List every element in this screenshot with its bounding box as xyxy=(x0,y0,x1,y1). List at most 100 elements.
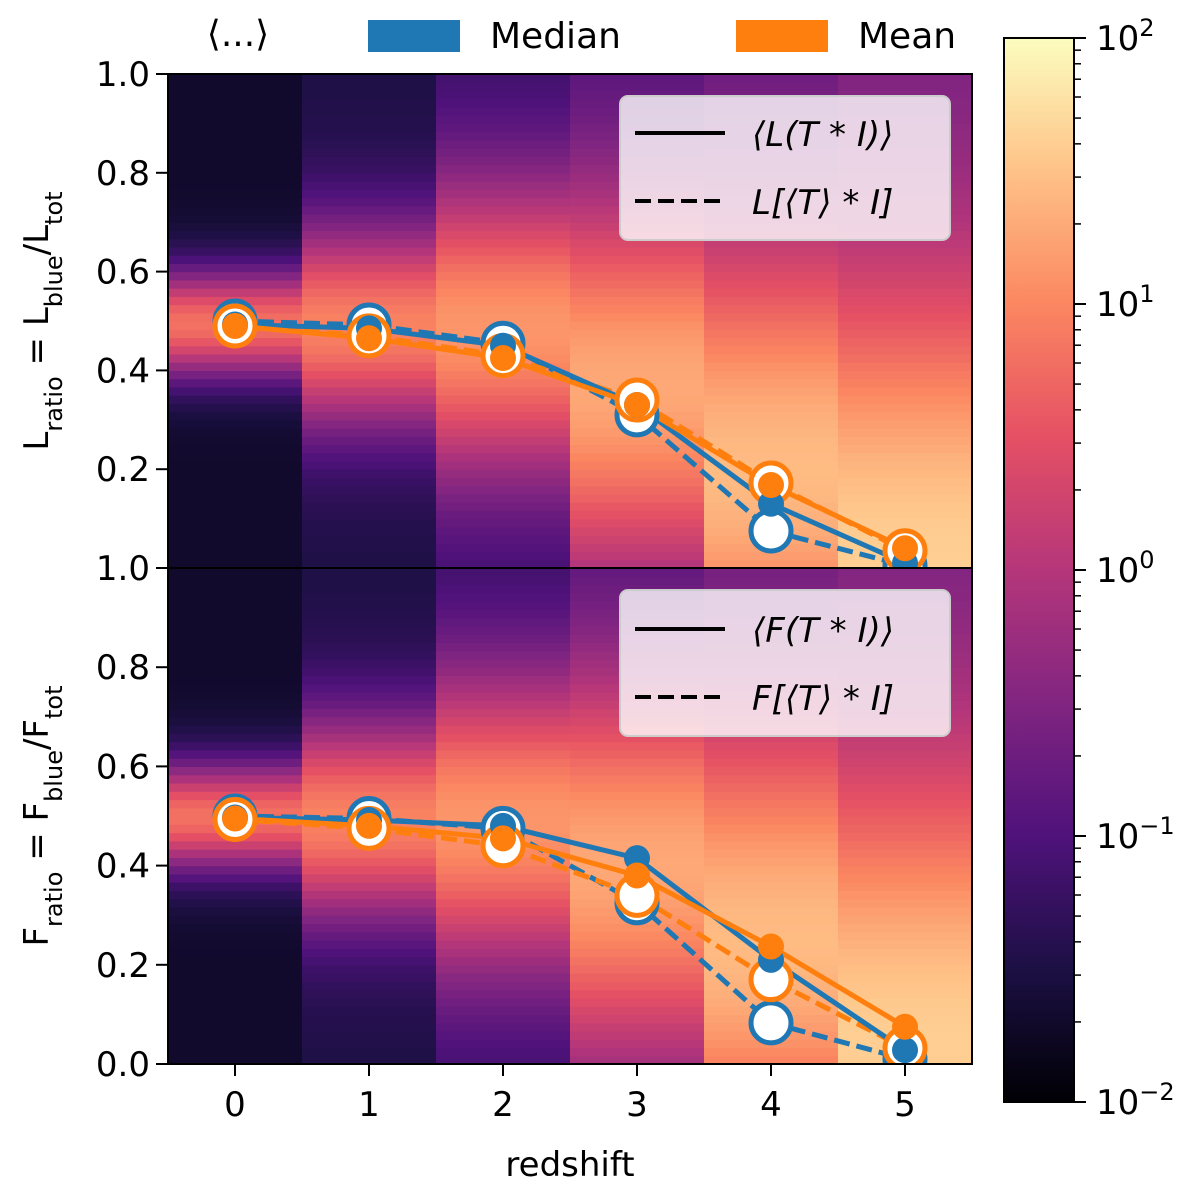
heatmap-cell xyxy=(436,213,571,223)
heatmap-cell xyxy=(704,873,839,883)
heatmap-cell xyxy=(838,510,972,520)
heatmap-cell xyxy=(704,312,839,322)
heatmap-cell xyxy=(838,477,972,487)
heatmap-cell xyxy=(436,263,571,273)
heatmap-cell xyxy=(302,584,437,594)
heatmap-cell xyxy=(704,733,839,743)
heatmap-cell xyxy=(838,832,972,842)
legend-mean-label: Mean xyxy=(858,16,956,57)
heatmap-cell xyxy=(704,865,839,875)
heatmap-cell xyxy=(838,824,972,834)
heatmap-cell xyxy=(704,890,839,900)
heatmap-cell xyxy=(838,997,972,1007)
heatmap-cell xyxy=(168,428,303,437)
heatmap-cell xyxy=(570,477,705,487)
heatmap-cell xyxy=(570,370,705,380)
heatmap-cell xyxy=(838,782,972,792)
heatmap-cell xyxy=(302,90,437,100)
heatmap-cell xyxy=(302,403,437,413)
heatmap-cell xyxy=(302,692,437,701)
mean-filled-marker xyxy=(758,472,784,499)
heatmap-cell xyxy=(838,576,972,586)
heatmap-cell xyxy=(436,288,571,297)
heatmap-cell xyxy=(302,82,437,92)
heatmap-cell xyxy=(302,181,437,190)
heatmap-cell xyxy=(838,923,972,933)
heatmap-cell xyxy=(570,452,705,462)
heatmap-cell xyxy=(838,940,972,949)
heatmap-cell xyxy=(436,436,571,446)
heatmap-cell xyxy=(168,485,303,495)
heatmap-cell xyxy=(302,477,437,487)
heatmap-cell xyxy=(168,510,303,520)
heatmap-cell xyxy=(302,725,437,734)
heatmap-cell xyxy=(168,997,303,1007)
heatmap-cell xyxy=(168,584,303,594)
heatmap-cell xyxy=(436,452,571,462)
heatmap-cell xyxy=(302,1047,437,1057)
heatmap-cell xyxy=(704,271,839,281)
heatmap-cell xyxy=(436,156,571,166)
heatmap-cell xyxy=(838,411,972,421)
median-solid-line xyxy=(234,321,907,566)
heatmap-cell xyxy=(168,873,303,883)
heatmap-cell xyxy=(436,279,571,289)
colorbar-tick-label: 10−2 xyxy=(1096,1078,1175,1123)
heatmap-cell xyxy=(704,296,839,306)
y-tick-label: 1.0 xyxy=(96,549,150,589)
heatmap-cell xyxy=(704,337,839,347)
heatmap-cell xyxy=(704,782,839,792)
heatmap-cell xyxy=(838,956,972,966)
heatmap-cell xyxy=(302,263,437,273)
heatmap-cell xyxy=(168,370,303,380)
heatmap-cell xyxy=(570,90,705,100)
heatmap-cell xyxy=(704,386,839,396)
heatmap-cell xyxy=(302,411,437,421)
heatmap-cell xyxy=(704,411,839,421)
legend-median-swatch xyxy=(368,20,460,52)
heatmap-cell xyxy=(436,312,571,322)
heatmap-cell xyxy=(704,436,839,446)
heatmap-cell xyxy=(302,865,437,875)
colorbar-tick-label: 102 xyxy=(1096,14,1155,59)
heatmap-cell xyxy=(704,832,839,842)
heatmap-cell xyxy=(168,1014,303,1024)
heatmap-cell xyxy=(704,255,839,264)
heatmap-cell xyxy=(436,940,571,949)
heatmap-cell xyxy=(302,576,437,586)
heatmap-cell xyxy=(168,898,303,908)
heatmap-cell xyxy=(838,452,972,462)
mean-solid-line xyxy=(234,815,907,1029)
heatmap-cell xyxy=(168,452,303,462)
heatmap-cell xyxy=(168,700,303,710)
y-tick-label: 1.0 xyxy=(96,55,150,95)
heatmap-cell xyxy=(168,131,303,141)
heatmap-cell xyxy=(168,551,303,561)
heatmap-cell xyxy=(570,312,705,322)
heatmap-cell xyxy=(570,931,705,941)
heatmap-cell xyxy=(838,865,972,875)
x-tick-label: 2 xyxy=(492,1085,514,1125)
heatmap-cell xyxy=(168,865,303,875)
heatmap-cell xyxy=(168,1055,303,1064)
heatmap-cell xyxy=(302,898,437,908)
heatmap-cell xyxy=(168,650,303,660)
heatmap-cell xyxy=(168,1047,303,1057)
heatmap-cell xyxy=(168,172,303,182)
heatmap-cell xyxy=(436,634,571,643)
heatmap-cell xyxy=(436,700,571,710)
heatmap-cell xyxy=(570,288,705,297)
heatmap-cell xyxy=(302,197,437,207)
heatmap-cell xyxy=(436,956,571,966)
heatmap-cell xyxy=(436,477,571,487)
heatmap-cell xyxy=(436,518,571,528)
heatmap-cell xyxy=(704,749,839,759)
heatmap-cell xyxy=(436,164,571,174)
heatmap-cell xyxy=(168,189,303,199)
heatmap-cell xyxy=(302,189,437,199)
heatmap-cell xyxy=(704,766,839,776)
heatmap-cell xyxy=(302,460,437,470)
heatmap-cell xyxy=(436,601,571,610)
heatmap-cell xyxy=(436,981,571,991)
heatmap-cell xyxy=(436,1022,571,1032)
